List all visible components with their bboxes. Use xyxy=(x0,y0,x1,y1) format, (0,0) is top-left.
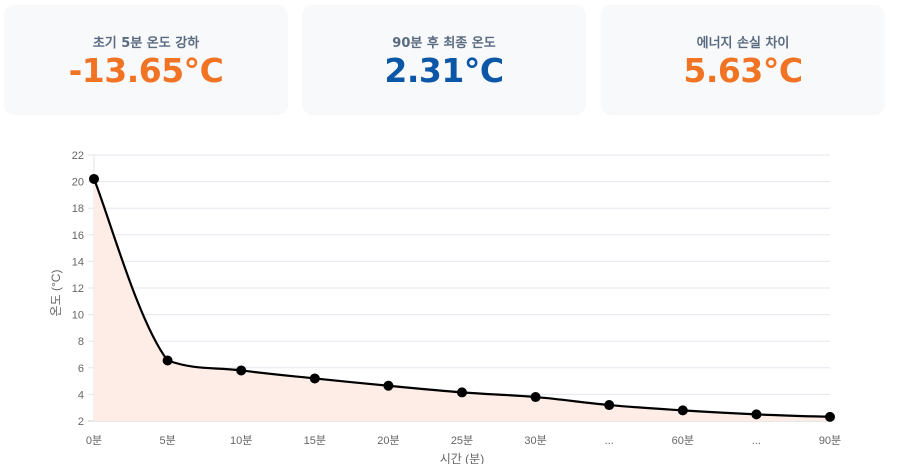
x-tick-label: ... xyxy=(605,435,614,447)
line-chart: 2 4 6 8 10 12 14 16 18 20 22 0분 5분 10분 15분 20분 25분 30분...… xyxy=(49,150,841,466)
x-tick-label: 10분 xyxy=(230,435,252,447)
data-point xyxy=(383,380,394,391)
card-value: 5.63°C xyxy=(683,51,803,90)
card-label: 초기 5분 온도 강하 xyxy=(92,36,200,51)
data-point xyxy=(604,400,615,411)
y-tick-label: 20 xyxy=(72,177,84,189)
x-axis-title: 시간 (분) xyxy=(440,452,484,464)
data-point xyxy=(751,409,762,420)
x-tick-label: 5분 xyxy=(159,435,175,447)
x-tick-label: 90분 xyxy=(819,435,841,447)
y-tick-label: 22 xyxy=(72,150,84,162)
x-tick-label: 20분 xyxy=(377,435,399,447)
y-tick-label: 8 xyxy=(78,336,84,348)
card-energy-loss: 에너지 손실 차이 5.63°C xyxy=(602,5,884,113)
y-tick-label: 2 xyxy=(78,416,84,428)
data-point xyxy=(236,365,247,376)
x-tick-label: 60분 xyxy=(672,435,694,447)
area-fill xyxy=(94,178,830,421)
y-tick-label: 10 xyxy=(72,310,84,322)
y-tick-label: 12 xyxy=(72,283,84,295)
data-point xyxy=(89,173,99,184)
x-tick-label: ... xyxy=(752,435,761,447)
y-tick-label: 14 xyxy=(72,256,84,268)
card-initial-drop: 초기 5분 온도 강하 -13.65°C xyxy=(5,5,287,113)
card-label: 에너지 손실 차이 xyxy=(696,36,790,51)
x-tick-label: 0분 xyxy=(86,435,102,447)
x-tick-label: 15분 xyxy=(304,435,326,447)
data-point xyxy=(530,392,541,403)
data-point xyxy=(825,411,835,422)
data-point xyxy=(309,373,320,384)
card-final-temp: 90분 후 최종 온도 2.31°C xyxy=(303,5,585,113)
summary-cards: 초기 5분 온도 강하 -13.65°C 90분 후 최종 온도 2.31°C … xyxy=(5,5,885,115)
y-tick-label: 18 xyxy=(72,203,84,215)
y-tick-label: 4 xyxy=(78,389,84,401)
y-axis-title: 온도 (°C) xyxy=(49,270,63,317)
card-value: 2.31°C xyxy=(384,51,504,90)
y-tick-label: 6 xyxy=(78,363,84,375)
x-tick-label: 30분 xyxy=(524,435,546,447)
x-tick-label: 25분 xyxy=(451,435,473,447)
temperature-chart: 2 4 6 8 10 12 14 16 18 20 22 0분 5분 10분 15분 20분 25분 30분...… xyxy=(0,130,897,466)
data-point xyxy=(457,387,467,398)
y-tick-label: 16 xyxy=(72,230,84,242)
temperature-line xyxy=(92,178,831,418)
data-point xyxy=(677,405,688,416)
card-value: -13.65°C xyxy=(68,51,224,90)
card-label: 90분 후 최종 온도 xyxy=(392,36,496,51)
data-point xyxy=(162,355,173,366)
